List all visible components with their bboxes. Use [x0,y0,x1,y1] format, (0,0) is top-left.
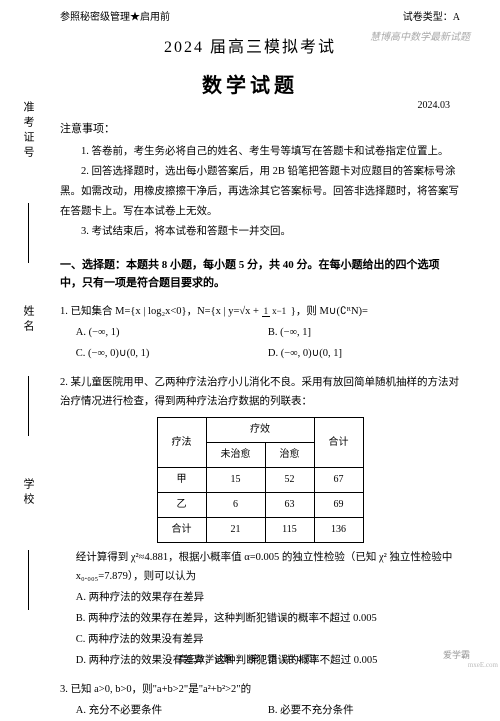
q3-option-b: B. 必要不充分条件 [268,702,460,721]
q2-after: 经计算得到 χ²≈4.881，根据小概率值 α=0.005 的独立性检验（已知 … [60,549,460,587]
q2-option-c: C. 两种疗法的效果没有差异 [76,631,460,650]
notice-title: 注意事项： [60,119,460,140]
sidebar-line [28,550,29,610]
th-not-cured: 未治愈 [206,443,265,468]
notice-item-3: 3. 考试结束后，将本试卷和答题卡一并交回。 [60,222,460,242]
section-1-title: 一、选择题：本题共 8 小题，每小题 5 分，共 40 分。在每小题给出的四个选… [60,256,460,293]
q1-text: 1. 已知集合 M={x | log₂x<0}，N={x | y=√x + 1x… [60,303,460,322]
sidebar-line [28,376,29,436]
sidebar-label-school: 学校 [20,478,36,508]
watermark-top: 慧博高中数学最新试题 [370,28,470,43]
contingency-table: 疗法 疗效 合计 未治愈 治愈 甲 15 52 67 乙 6 63 [157,417,364,543]
question-1: 1. 已知集合 M={x | log₂x<0}，N={x | y=√x + 1x… [60,303,460,364]
sidebar-label-admission: 准考证号 [20,101,36,161]
q3-option-a: A. 充分不必要条件 [76,702,268,721]
table-row: 甲 15 52 67 [157,468,363,493]
table-row: 乙 6 63 69 [157,493,363,518]
th-therapy: 疗法 [157,418,206,468]
corner-mark: mxeE.com [468,661,498,669]
q3-text: 3. 已知 a>0, b>0，则"a+b>2"是"a²+b²>2"的 [60,681,460,700]
sidebar: 准考证号 姓名 学校 [8,0,48,671]
q1-option-b: B. (−∞, 1] [268,324,460,343]
q1-option-d: D. (−∞, 0)∪(0, 1] [268,345,460,364]
paper-type-label: 试卷类型：A [403,8,460,23]
sidebar-line [28,203,29,263]
th-cured: 治愈 [265,443,314,468]
q2-option-a: A. 两种疗法的效果存在差异 [76,589,460,608]
content-area: 注意事项： 1. 答卷前，考生务必将自己的姓名、考生号等填写在答题卡和试卷指定位… [0,111,500,721]
question-3: 3. 已知 a>0, b>0，则"a+b>2"是"a²+b²>2"的 A. 充分… [60,681,460,721]
q2-text: 2. 某儿童医院用甲、乙两种疗法治疗小儿消化不良。采用有放回简单随机抽样的方法对… [60,374,460,412]
sidebar-label-name: 姓名 [20,305,36,335]
page-footer: 高三数学试题 第 1 页（共 4 页） [0,652,500,665]
q1-option-c: C. (−∞, 0)∪(0, 1) [76,345,268,364]
classification-label: 参照秘密级管理★启用前 [60,8,170,23]
th-effect: 疗效 [206,418,314,443]
notice-item-2: 2. 回答选择题时，选出每小题答案后，用 2B 铅笔把答题卡对应题目的答案标号涂… [60,162,460,222]
q2-option-b: B. 两种疗法的效果存在差异，这种判断犯错误的概率不超过 0.005 [76,610,460,629]
watermark-bottom: 爱学霸 [443,648,470,661]
notice-item-1: 1. 答卷前，考生务必将自己的姓名、考生号等填写在答题卡和试卷指定位置上。 [60,142,460,162]
date-label: 2024.03 [0,100,500,111]
fraction: 1x−1 [262,307,289,316]
q2-table-wrap: 疗法 疗效 合计 未治愈 治愈 甲 15 52 67 乙 6 63 [60,417,460,543]
q1-option-a: A. (−∞, 1) [76,324,268,343]
question-2: 2. 某儿童医院用甲、乙两种疗法治疗小儿消化不良。采用有放回简单随机抽样的方法对… [60,374,460,671]
table-row: 合计 21 115 136 [157,518,363,543]
header: 参照秘密级管理★启用前 试卷类型：A [0,0,500,23]
subject-title: 数学试题 [0,69,500,98]
th-total: 合计 [314,418,363,468]
